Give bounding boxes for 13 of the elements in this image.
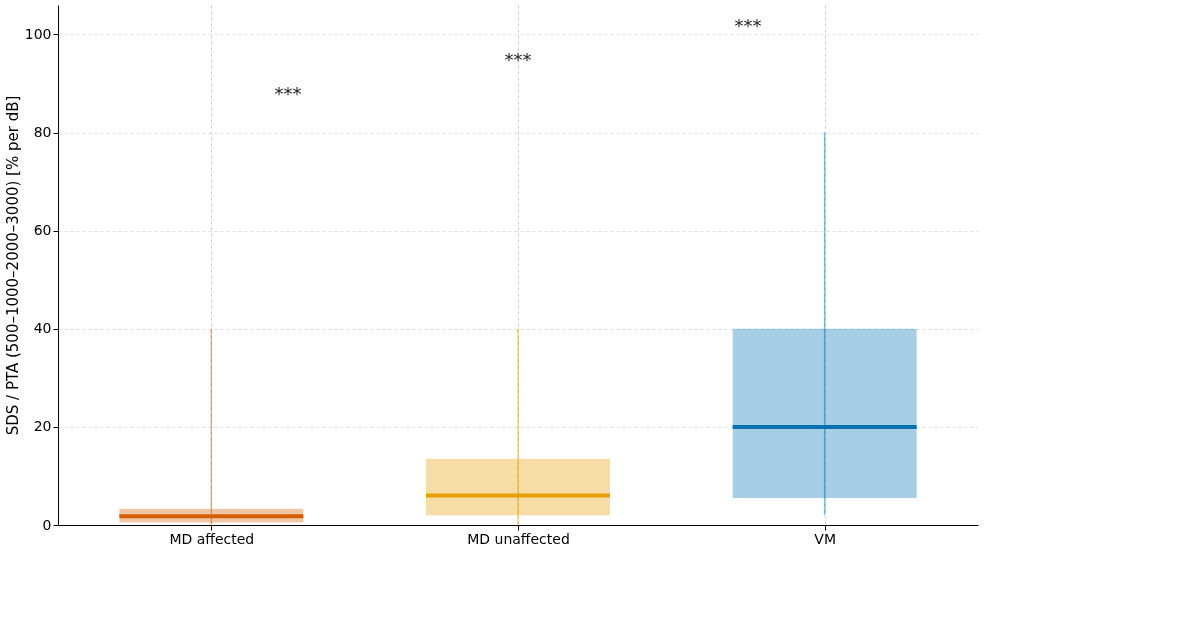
annotation: *** xyxy=(734,15,762,36)
annotation: *** xyxy=(274,83,302,104)
x-tick-label: VM xyxy=(814,530,836,547)
y-tick-label: 40 xyxy=(33,320,52,337)
y-axis-title: SDS / PTA (500–1000–2000–3000) [% per dB] xyxy=(3,95,22,436)
y-tick-label: 20 xyxy=(33,418,52,435)
y-tick-label: 80 xyxy=(33,124,52,141)
x-tick-label: MD affected xyxy=(169,530,255,547)
y-tick-label: 100 xyxy=(24,25,52,42)
y-tick-label: 60 xyxy=(33,222,52,239)
annotation: *** xyxy=(504,49,532,70)
x-tick-label: MD unaffected xyxy=(467,530,570,547)
y-tick-label: 0 xyxy=(42,516,52,533)
